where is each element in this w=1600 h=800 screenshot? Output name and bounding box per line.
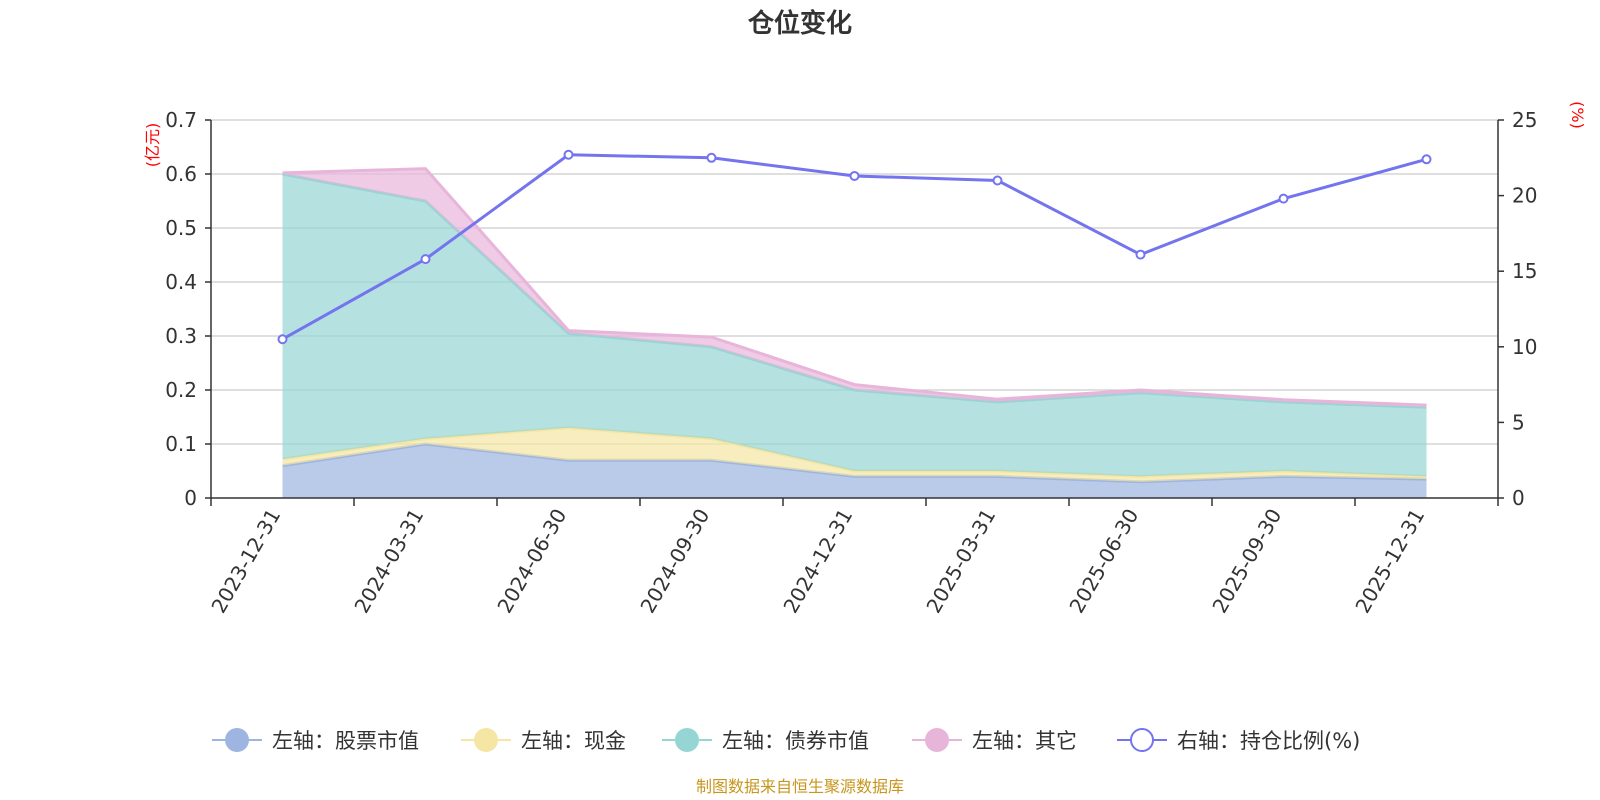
ratio-point bbox=[1421, 154, 1432, 165]
legend: 左轴：股票市值 左轴：现金 左轴：债券市值 左轴：其它 右轴：持仓比例(%) bbox=[212, 728, 1360, 753]
left-axis-unit: (亿元) bbox=[143, 123, 162, 168]
data-source-note: 制图数据来自恒生聚源数据库 bbox=[696, 777, 904, 796]
chart-title: 仓位变化 bbox=[747, 8, 852, 39]
left-tick-label: 0.4 bbox=[165, 270, 197, 294]
ratio-point bbox=[420, 254, 431, 265]
legend-marker bbox=[225, 728, 249, 752]
ratio-point bbox=[1135, 249, 1146, 260]
x-tick-label: 2024-09-30 bbox=[635, 505, 714, 618]
x-tick-label: 2024-06-30 bbox=[492, 505, 571, 618]
ratio-line bbox=[277, 149, 1432, 345]
left-tick-label: 0.5 bbox=[165, 216, 197, 240]
area-series-2 bbox=[282, 174, 1427, 477]
area-series-1 bbox=[282, 427, 1427, 482]
legend-label: 左轴：债券市值 bbox=[722, 729, 869, 753]
stacked-areas bbox=[282, 167, 1427, 498]
legend-marker bbox=[474, 728, 498, 752]
right-tick-label: 20 bbox=[1512, 184, 1537, 208]
ratio-point bbox=[706, 152, 717, 163]
legend-label: 右轴：持仓比例(%) bbox=[1177, 729, 1360, 753]
left-tick-label: 0.3 bbox=[165, 324, 197, 348]
legend-label: 左轴：股票市值 bbox=[272, 729, 419, 753]
left-tick-label: 0.7 bbox=[165, 108, 197, 132]
x-tick-label: 2025-06-30 bbox=[1064, 505, 1143, 618]
area-series-3 bbox=[282, 168, 1427, 408]
left-tick-label: 0.2 bbox=[165, 378, 197, 402]
ratio-point bbox=[277, 334, 288, 345]
ratio-point bbox=[849, 170, 860, 181]
legend-item-3: 左轴：其它 bbox=[912, 728, 1077, 753]
right-tick-label: 0 bbox=[1512, 486, 1525, 510]
right-axis-unit: (%) bbox=[1568, 101, 1587, 129]
left-tick-label: 0.1 bbox=[165, 432, 197, 456]
ratio-point bbox=[1278, 193, 1289, 204]
legend-label: 左轴：其它 bbox=[972, 729, 1077, 753]
x-tick-label: 2025-03-31 bbox=[921, 505, 1000, 618]
right-tick-label: 15 bbox=[1512, 259, 1537, 283]
legend-item-0: 左轴：股票市值 bbox=[212, 728, 419, 753]
right-tick-label: 5 bbox=[1512, 410, 1525, 434]
area-series-0 bbox=[282, 444, 1427, 498]
x-tick-label: 2023-12-31 bbox=[206, 505, 285, 618]
left-tick-label: 0.6 bbox=[165, 162, 197, 186]
legend-marker bbox=[925, 728, 949, 752]
legend-item-4: 右轴：持仓比例(%) bbox=[1117, 728, 1360, 753]
legend-item-2: 左轴：债券市值 bbox=[662, 728, 869, 753]
x-tick-label: 2024-12-31 bbox=[778, 505, 857, 618]
x-tick-label: 2025-12-31 bbox=[1350, 505, 1429, 618]
ratio-point bbox=[563, 149, 574, 160]
x-tick-label: 2025-09-30 bbox=[1207, 505, 1286, 618]
left-tick-label: 0 bbox=[184, 486, 197, 510]
x-tick-label: 2024-03-31 bbox=[349, 505, 428, 618]
right-tick-label: 10 bbox=[1512, 335, 1537, 359]
legend-item-1: 左轴：现金 bbox=[461, 728, 626, 753]
right-tick-label: 25 bbox=[1512, 108, 1537, 132]
legend-marker bbox=[1130, 728, 1154, 752]
legend-marker bbox=[675, 728, 699, 752]
ratio-point bbox=[992, 175, 1003, 186]
legend-label: 左轴：现金 bbox=[521, 729, 626, 753]
